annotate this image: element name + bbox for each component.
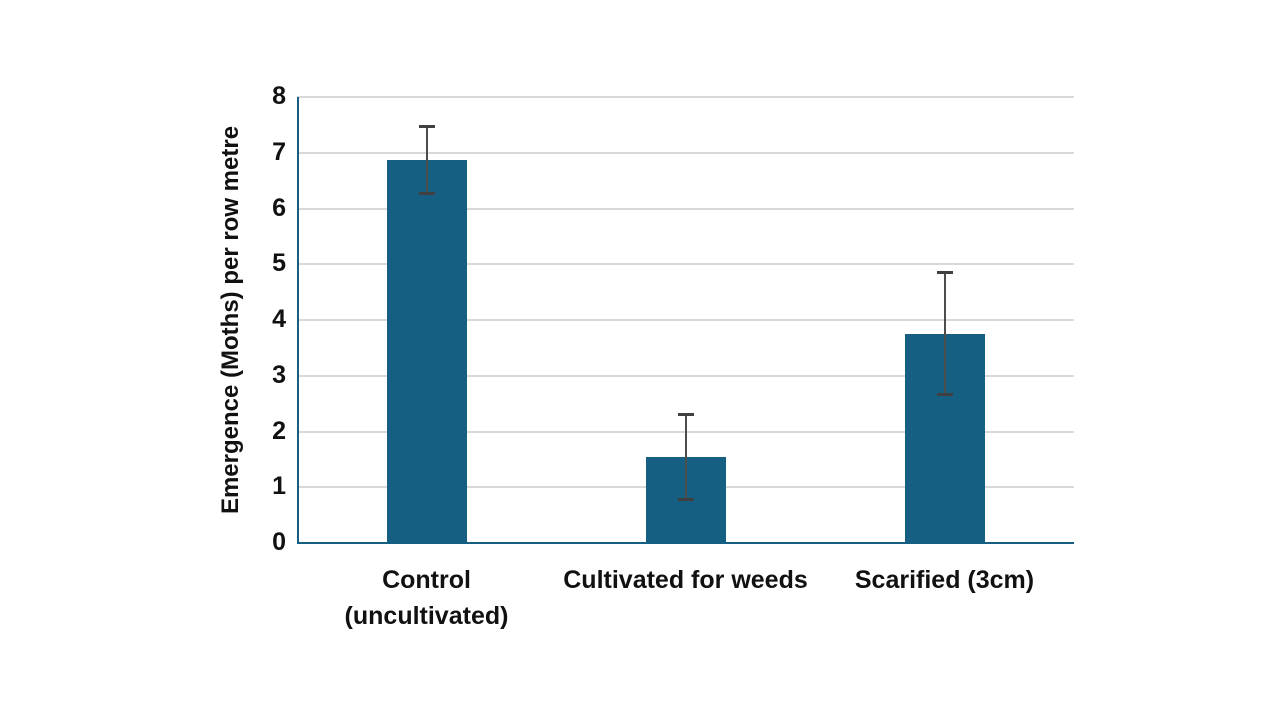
x-category-label: Control (uncultivated): [344, 566, 509, 630]
error-bar-cap-top: [936, 271, 953, 275]
gridline: [297, 319, 1074, 321]
error-bar: [418, 125, 435, 195]
chart-plot-area: [297, 96, 1074, 544]
gridline: [297, 263, 1074, 266]
y-tick-label: 2: [272, 416, 286, 445]
y-tick-label: 0: [272, 528, 286, 556]
y-tick-label: 1: [272, 472, 286, 501]
gridline: [297, 151, 1074, 154]
error-bar-cap-bottom: [418, 191, 435, 195]
error-bar-stem: [684, 412, 687, 501]
y-tick-label: 6: [272, 193, 286, 222]
gridline: [297, 96, 1074, 98]
error-bar: [677, 412, 694, 501]
bar: [386, 160, 467, 543]
error-bar-cap-bottom: [677, 497, 694, 501]
error-bar-cap-top: [677, 412, 694, 416]
gridline: [297, 374, 1074, 377]
x-axis-line: [297, 542, 1074, 544]
y-tick-label: 4: [272, 305, 286, 333]
y-tick-label: 3: [272, 360, 286, 389]
gridline: [297, 207, 1074, 210]
error-bar: [936, 271, 953, 397]
y-tick-label: 5: [272, 249, 286, 278]
x-category-label: Scarified (3cm): [854, 566, 1035, 594]
y-tick-label: 7: [272, 137, 286, 166]
error-bar-cap-top: [418, 125, 435, 129]
error-bar-cap-bottom: [936, 393, 953, 397]
y-tick-label: 8: [272, 82, 286, 110]
error-bar-stem: [943, 271, 946, 397]
x-category-label: Cultivated for weeds: [563, 566, 808, 594]
y-axis-line: [297, 97, 299, 543]
error-bar-stem: [425, 125, 428, 195]
